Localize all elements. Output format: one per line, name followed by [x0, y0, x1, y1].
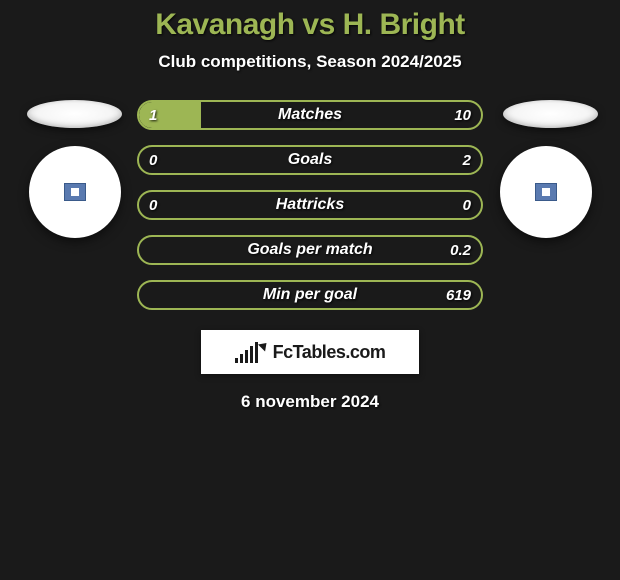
- page-title: Kavanagh vs H. Bright: [0, 8, 620, 42]
- stat-right-value: 10: [454, 107, 471, 124]
- stat-left-value: 1: [149, 107, 157, 124]
- right-team-emblem: [503, 100, 598, 128]
- stat-bar: Goals per match 0.2: [137, 235, 483, 265]
- stat-label: Hattricks: [276, 196, 344, 214]
- stat-left-value: 0: [149, 152, 157, 169]
- stat-label: Goals per match: [247, 241, 372, 259]
- right-player-col: [493, 100, 598, 238]
- stat-label: Min per goal: [263, 286, 357, 304]
- stat-right-value: 619: [446, 287, 471, 304]
- logo-bar-segment: [245, 350, 248, 363]
- stat-bar: 1 Matches 10: [137, 100, 483, 130]
- avatar-placeholder-icon: [535, 183, 557, 201]
- stat-right-value: 0.2: [450, 242, 471, 259]
- stat-left-value: 0: [149, 197, 157, 214]
- source-logo: FcTables.com: [201, 330, 419, 374]
- stats-bars: 1 Matches 10 0 Goals 2 0 Hattricks 0 Goals per ma…: [137, 100, 483, 310]
- avatar-placeholder-icon: [64, 183, 86, 201]
- main-area: 1 Matches 10 0 Goals 2 0 Hattricks 0 Goals per ma…: [0, 100, 620, 310]
- logo-bar-segment: [240, 354, 243, 363]
- logo-bar-segment: [250, 346, 253, 363]
- left-player-avatar: [29, 146, 121, 238]
- stat-bar: 0 Goals 2: [137, 145, 483, 175]
- date-label: 6 november 2024: [0, 392, 620, 412]
- logo-arrow-icon: [258, 339, 270, 351]
- left-player-col: [22, 100, 127, 238]
- stat-bar: Min per goal 619: [137, 280, 483, 310]
- left-team-emblem: [27, 100, 122, 128]
- logo-bar-segment: [235, 358, 238, 363]
- logo-bar-segment: [255, 342, 258, 363]
- stat-right-value: 0: [463, 197, 471, 214]
- stat-label: Matches: [278, 106, 342, 124]
- stats-comparison-widget: Kavanagh vs H. Bright Club competitions,…: [0, 0, 620, 412]
- stat-label: Goals: [288, 151, 332, 169]
- right-player-avatar: [500, 146, 592, 238]
- subtitle: Club competitions, Season 2024/2025: [0, 52, 620, 72]
- logo-bars-icon: [235, 341, 258, 363]
- stat-bar: 0 Hattricks 0: [137, 190, 483, 220]
- logo-text: FcTables.com: [273, 342, 386, 363]
- stat-right-value: 2: [463, 152, 471, 169]
